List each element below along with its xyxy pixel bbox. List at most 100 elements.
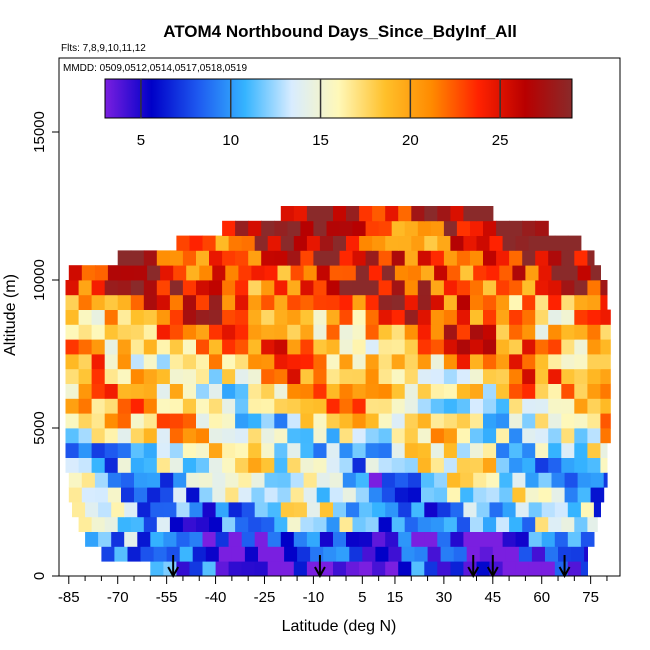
heat-cell [365, 442, 380, 458]
heat-cell [535, 324, 549, 340]
heat-cell [267, 561, 282, 576]
heat-cell [143, 250, 158, 266]
heat-cell [574, 516, 588, 532]
heat-cell [509, 280, 523, 296]
heat-cell [287, 339, 301, 355]
heat-cell [91, 413, 106, 429]
heat-cell [81, 472, 96, 488]
heat-cell [196, 368, 210, 384]
heat-cell [293, 561, 308, 576]
heat-cell [463, 531, 477, 547]
heat-cell [486, 487, 500, 503]
heat-cell [365, 354, 380, 370]
heat-cell [365, 368, 380, 384]
heat-cell [509, 428, 523, 444]
heat-cell [228, 235, 243, 251]
heat-cell [483, 428, 497, 444]
heat-cell [548, 398, 562, 414]
heat-cell [515, 502, 530, 518]
heat-cell [404, 294, 419, 310]
heat-cell [496, 309, 510, 325]
heat-cell [417, 339, 432, 355]
heat-cell [453, 546, 468, 562]
heat-cell [300, 457, 314, 473]
heat-cell [228, 561, 243, 576]
heat-cell [587, 442, 601, 458]
heat-cell [235, 428, 249, 444]
heat-cell [212, 265, 226, 281]
heat-cell [300, 339, 314, 355]
heat-cell [261, 324, 275, 340]
heat-cell [365, 339, 380, 355]
x-axis: -85 -70 -55 -40 -25 -10 5 15 30 45 60 75 [58, 576, 608, 606]
heat-cell [414, 546, 429, 562]
heat-cell [587, 294, 601, 310]
heat-cell [447, 472, 461, 488]
heat-cell [456, 368, 471, 384]
heat-cell [476, 235, 491, 251]
heat-cell [287, 457, 301, 473]
heat-cell [182, 383, 197, 399]
heat-cell [143, 398, 158, 414]
heat-cell [65, 398, 80, 414]
heat-cell [411, 206, 425, 222]
heat-cell [238, 487, 252, 503]
heat-cell [333, 206, 347, 222]
heat-cell [479, 546, 494, 562]
heat-cell [512, 487, 526, 503]
colorbar-tick-label: 10 [222, 132, 239, 149]
heat-cell [264, 265, 279, 281]
heat-cell [179, 546, 194, 562]
heat-cell [150, 561, 164, 576]
heat-cell [65, 457, 80, 473]
heat-cell [600, 280, 608, 296]
heat-cell [489, 531, 504, 547]
heat-cell [430, 280, 445, 296]
heat-cell [421, 265, 435, 281]
heat-cell [339, 428, 354, 444]
heat-cell [365, 413, 380, 429]
heat-cell [339, 294, 354, 310]
heat-cell [460, 472, 474, 488]
heat-cell [352, 413, 367, 429]
heat-cell [91, 428, 106, 444]
heat-cell [186, 265, 200, 281]
heat-cell [326, 457, 341, 473]
heat-cell [209, 280, 223, 296]
heat-cell [117, 457, 132, 473]
heat-cell [430, 324, 445, 340]
heat-cell [222, 280, 236, 296]
heat-cell [548, 280, 562, 296]
heat-cell [440, 546, 455, 562]
heat-cell [251, 265, 265, 281]
heat-cell [551, 487, 566, 503]
heat-cell [538, 265, 553, 281]
heat-cell [65, 280, 80, 296]
heat-cell [222, 428, 236, 444]
heat-cell [512, 265, 526, 281]
heat-cell [326, 250, 341, 266]
heat-cell [509, 398, 523, 414]
heat-cell [287, 324, 301, 340]
heat-cell [502, 531, 517, 547]
heat-cell [528, 531, 543, 547]
heat-cell [600, 457, 608, 473]
colorbar-tick-label: 15 [312, 132, 329, 149]
heat-cell [509, 294, 523, 310]
heat-cell [94, 487, 109, 503]
heat-cell [600, 368, 611, 384]
heat-cell [261, 428, 275, 444]
heat-cell [196, 516, 210, 532]
heat-cell [104, 309, 119, 325]
heat-cell [450, 235, 464, 251]
heat-cell [424, 502, 438, 518]
heat-cell [78, 309, 93, 325]
plot-frame [58, 57, 621, 577]
heat-cell [316, 472, 331, 488]
heat-cell [378, 354, 393, 370]
heat-cell [434, 487, 448, 503]
heat-cell [267, 502, 282, 518]
heat-cell [156, 250, 171, 266]
heat-cell [587, 280, 601, 296]
heat-cell [65, 383, 80, 399]
